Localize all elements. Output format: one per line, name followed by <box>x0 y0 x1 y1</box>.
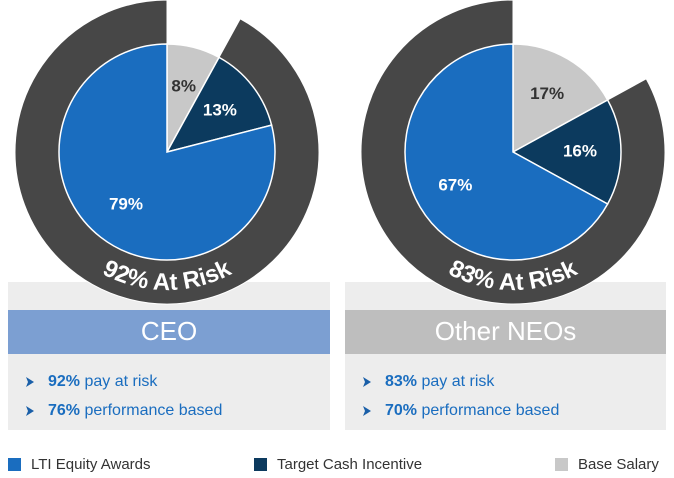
panel-title: Other NEOs <box>435 316 577 346</box>
note: 76% performance based <box>48 402 222 419</box>
bullet <box>363 377 371 387</box>
note-value: 70% <box>385 402 417 419</box>
legend-label: Target Cash Incentive <box>277 456 422 473</box>
slice-label: 16% <box>563 141 597 160</box>
slice-label: 13% <box>203 100 237 119</box>
panel <box>345 282 666 430</box>
note-text: performance based <box>421 402 559 419</box>
legend-label: LTI Equity Awards <box>31 456 151 473</box>
bullet <box>26 377 34 387</box>
panel-header <box>8 310 330 354</box>
pie-slice <box>58 43 276 261</box>
slice-label: 17% <box>530 84 564 103</box>
note-value: 92% <box>48 373 80 390</box>
legend-swatch <box>8 458 21 471</box>
note: 92% pay at risk <box>48 373 158 390</box>
pie-slice <box>404 43 609 261</box>
slice-label: 67% <box>438 176 472 195</box>
note-text: performance based <box>84 402 222 419</box>
panel-header <box>345 310 666 354</box>
note: 83% pay at risk <box>385 373 495 390</box>
slice-label: 79% <box>109 194 143 213</box>
note: 70% performance based <box>385 402 559 419</box>
note-value: 76% <box>48 402 80 419</box>
note-text: pay at risk <box>84 373 158 390</box>
pie-slice <box>512 43 609 154</box>
legend-label: Base Salary <box>578 456 659 473</box>
bullet <box>363 406 371 416</box>
note-value: 83% <box>385 373 417 390</box>
legend-swatch <box>254 458 267 471</box>
slice-label: 8% <box>171 77 196 96</box>
note-text: pay at risk <box>421 373 495 390</box>
bullet <box>26 406 34 416</box>
panel <box>8 282 330 430</box>
legend-swatch <box>555 458 568 471</box>
pie-slice <box>165 56 273 154</box>
panel-title: CEO <box>141 316 197 346</box>
pie-slice <box>511 98 622 206</box>
